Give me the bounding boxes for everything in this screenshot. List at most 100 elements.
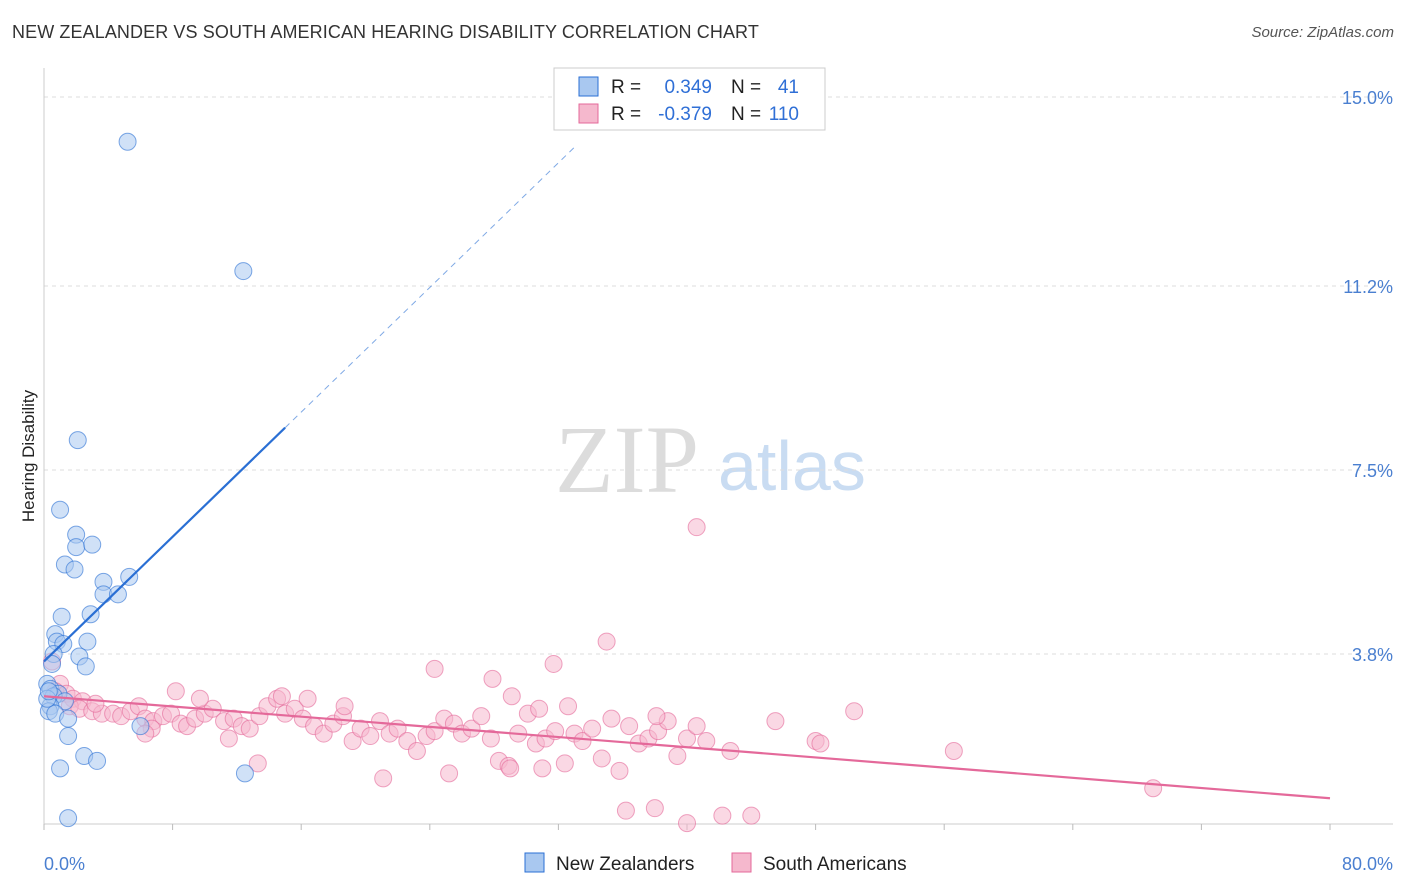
south-americans-point (583, 719, 602, 738)
x-tick-label-min: 0.0% (44, 854, 85, 874)
new-zealanders-point (51, 500, 70, 519)
new-zealanders-point (81, 605, 100, 624)
y-tick-label: 3.8% (1352, 645, 1393, 665)
y-tick-label: 11.2% (1343, 277, 1393, 297)
new-zealanders-point (67, 538, 86, 557)
y-tick-label: 7.5% (1352, 461, 1393, 481)
south-americans-point (713, 806, 732, 825)
south-americans-point (559, 697, 578, 716)
south-americans-point (811, 734, 830, 753)
south-americans-point (766, 712, 785, 731)
watermark-zip: ZIP (555, 406, 699, 513)
south-americans-point (501, 759, 520, 778)
south-americans-trend-line (43, 695, 1331, 800)
new-zealanders-point (234, 262, 253, 281)
south-americans-point (742, 806, 761, 825)
south-americans-point (546, 722, 565, 741)
new-zealanders-point (120, 567, 139, 586)
south-americans-point (620, 717, 639, 736)
new-zealanders-point (52, 607, 71, 626)
south-americans-point (845, 702, 864, 721)
south-americans-point (240, 719, 259, 738)
new-zealanders-point (83, 535, 102, 554)
series-legend: New Zealanders South Americans (524, 852, 907, 875)
south-americans-point (533, 759, 552, 778)
bottom-legend-swatch-south-americans (731, 852, 752, 873)
legend-r-value-2: -0.379 (658, 104, 712, 125)
south-americans-point (272, 687, 291, 706)
south-americans-point (597, 632, 616, 651)
new-zealanders-point (59, 727, 78, 746)
south-americans-point (944, 741, 963, 760)
watermark-atlas: atlas (718, 427, 866, 505)
south-americans-point (472, 707, 491, 726)
new-zealanders-point (51, 759, 70, 778)
south-americans-point (610, 761, 629, 780)
bottom-legend-swatch-new-zealanders (524, 852, 545, 873)
south-americans-point (616, 801, 635, 820)
legend-r-label-1: R = (611, 77, 641, 98)
legend-r-label-2: R = (611, 104, 641, 125)
new-zealanders-trend-line (43, 426, 286, 663)
south-americans-point (86, 694, 105, 713)
south-americans-point (425, 659, 444, 678)
trend-lines (43, 146, 1331, 800)
new-zealanders-point (235, 764, 254, 783)
bottom-legend-new-zealanders: New Zealanders (556, 854, 694, 875)
new-zealanders-point (68, 431, 87, 450)
south-americans-point (335, 697, 354, 716)
south-americans-point (697, 732, 716, 751)
south-americans-point (361, 727, 380, 746)
south-americans-point (668, 746, 687, 765)
new-zealanders-point (59, 809, 78, 828)
south-americans-point (645, 799, 664, 818)
south-americans-points (43, 518, 1163, 833)
new-zealanders-points (38, 132, 254, 828)
legend-box (553, 67, 826, 131)
new-zealanders-point (88, 751, 107, 770)
south-americans-point (481, 729, 500, 748)
south-americans-point (530, 699, 549, 718)
new-zealanders-trend-extension (284, 146, 575, 429)
legend-n-label-1: N = (731, 77, 761, 98)
south-americans-point (374, 769, 393, 788)
south-americans-point (678, 814, 696, 833)
bottom-legend-south-americans: South Americans (763, 854, 907, 875)
new-zealanders-point (65, 560, 84, 579)
new-zealanders-point (131, 717, 150, 736)
south-americans-point (440, 764, 459, 783)
y-axis-label: Hearing Disability (19, 389, 38, 522)
chart-title: NEW ZEALANDER VS SOUTH AMERICAN HEARING … (12, 22, 759, 42)
new-zealanders-point (59, 709, 78, 728)
legend-n-label-2: N = (731, 104, 761, 125)
south-americans-point (190, 689, 209, 708)
south-americans-point (407, 741, 426, 760)
south-americans-point (602, 709, 621, 728)
south-americans-point (555, 754, 574, 773)
y-axis-tick-labels: 3.8% 7.5% 11.2% 15.0% (1342, 88, 1393, 665)
south-americans-point (687, 518, 706, 537)
new-zealanders-point (78, 632, 97, 651)
y-tick-label: 15.0% (1342, 88, 1393, 108)
source-credit: Source: ZipAtlas.com (1251, 24, 1394, 41)
south-americans-point (544, 654, 563, 673)
correlation-legend: R = 0.349 N = 41 R = -0.379 N = 110 (553, 67, 826, 131)
x-tick-label-max: 80.0% (1342, 854, 1393, 874)
legend-n-value-1: 41 (778, 77, 799, 98)
legend-n-value-2: 110 (769, 104, 799, 125)
south-americans-point (248, 754, 267, 773)
south-americans-point (1144, 779, 1163, 798)
south-americans-point (166, 682, 185, 701)
legend-r-value-1: 0.349 (664, 77, 712, 98)
south-americans-point (573, 732, 592, 751)
south-americans-point (592, 749, 611, 768)
south-americans-point (687, 717, 706, 736)
south-americans-point (219, 729, 238, 748)
new-zealanders-point (118, 132, 137, 151)
south-americans-point (502, 687, 521, 706)
legend-swatch-blue (578, 76, 599, 97)
south-americans-point (647, 707, 666, 726)
south-americans-point (483, 669, 502, 688)
legend-swatch-pink (578, 103, 599, 124)
